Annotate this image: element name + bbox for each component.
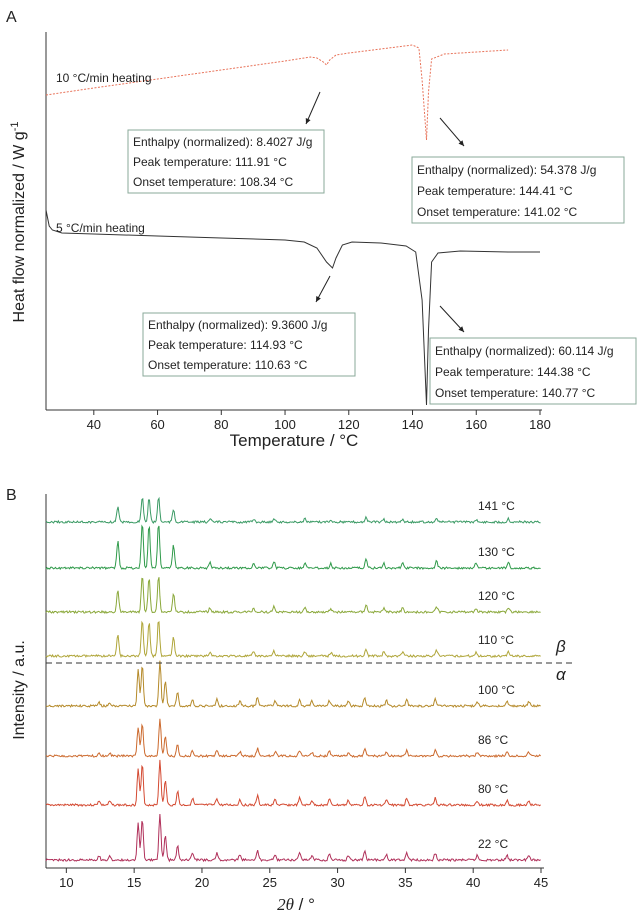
panel-b-y-label: Intensity / a.u. [11,640,28,740]
x-tick-label: 25 [263,875,277,890]
panel-b-series [45,496,541,863]
x-tick-label: 140 [402,417,424,432]
x-tick-label: 80 [214,417,228,432]
temperature-label: 80 °C [478,782,508,796]
x-tick-label: 30 [330,875,344,890]
x-tick-label: 180 [529,417,551,432]
panel-a-y-label: Heat flow normalized / W g-1 [9,122,28,323]
annotation-peak-temp: Peak temperature: 114.93 °C [148,338,303,352]
temperature-label: 86 °C [478,733,508,747]
annotation-arrow [439,305,465,333]
annotation-box-10c-peak2: Enthalpy (normalized): 54.378 J/g Peak t… [411,156,625,224]
x-tick-label: 45 [534,875,548,890]
annotation-onset-temp: Onset temperature: 140.77 °C [435,386,596,400]
temperature-label: 100 °C [478,683,515,697]
xrd-pattern-0 [45,496,541,525]
temperature-label: 120 °C [478,589,515,603]
beta-phase-label: β [555,637,566,656]
series-label-5c: 5 °C/min heating [56,221,145,235]
annotation-box-5c-peak1: Enthalpy (normalized): 9.3600 J/g Peak t… [142,312,356,377]
annotation-peak-temp: Peak temperature: 144.38 °C [435,365,591,379]
x-tick-label: 15 [127,875,141,890]
panel-b-plot: 10 15 20 25 30 35 40 45 141 °C 130 °C 120 °C 110 °… [11,494,576,914]
annotation-peak-temp: Peak temperature: 144.41 °C [417,184,573,198]
panel-a-y-label-superscript: -1 [9,122,21,132]
panel-a-y-label-text: Heat flow normalized / W g [11,131,28,322]
xrd-pattern-2 [45,577,541,615]
x-tick-label: 160 [465,417,487,432]
panel-a-arrows [305,91,465,333]
annotation-peak-temp: Peak temperature: 111.91 °C [133,155,287,169]
annotation-onset-temp: Onset temperature: 110.63 °C [148,358,308,372]
annotation-onset-temp: Onset temperature: 108.34 °C [133,175,294,189]
panel-a-letter: A [6,9,17,26]
x-tick-label: 20 [195,875,209,890]
annotation-enthalpy: Enthalpy (normalized): 54.378 J/g [417,163,596,177]
series-line-1 [45,209,540,406]
panel-b-x-label-symbol: 2θ [277,895,294,914]
annotation-arrow [305,91,321,125]
x-tick-label: 60 [150,417,164,432]
annotation-box-5c-peak2: Enthalpy (normalized): 60.114 J/g Peak t… [429,337,637,405]
annotation-enthalpy: Enthalpy (normalized): 9.3600 J/g [148,318,327,332]
xrd-pattern-3 [45,620,541,659]
series-line-0 [45,44,509,141]
annotation-onset-temp: Onset temperature: 141.02 °C [417,205,578,219]
panel-a-x-label: Temperature / °C [230,431,359,450]
x-tick-label: 35 [398,875,412,890]
series-label-10c: 10 °C/min heating [56,71,152,85]
x-tick-label: 100 [274,417,296,432]
annotation-box-10c-peak1: Enthalpy (normalized): 8.4027 J/g Peak t… [127,129,325,194]
panel-a-x-ticks: 40 60 80 100 120 140 160 180 [87,410,551,432]
x-tick-label: 40 [87,417,101,432]
annotation-enthalpy: Enthalpy (normalized): 8.4027 J/g [133,135,312,149]
annotation-arrow [439,117,465,147]
annotation-arrowhead [305,118,311,124]
x-tick-label: 120 [338,417,360,432]
annotation-arrowhead [458,326,464,332]
alpha-phase-label: α [556,665,567,684]
x-tick-label: 10 [59,875,73,890]
xrd-pattern-4 [45,660,541,709]
xrd-pattern-6 [45,759,541,808]
panel-a-series [45,44,540,406]
xrd-pattern-1 [45,524,541,571]
temperature-label: 130 °C [478,545,515,559]
annotation-arrowhead [458,140,464,146]
x-tick-label: 40 [466,875,480,890]
temperature-label: 22 °C [478,837,508,851]
panel-b-x-label: 2θ / ° [277,895,315,914]
xrd-pattern-7 [45,813,541,863]
panel-b-letter: B [6,487,17,504]
panel-b-series-labels: 141 °C 130 °C 120 °C 110 °C 100 °C 86 °C 80 °C… [478,499,515,851]
panel-a-plot: 40 60 80 100 120 140 160 180 10 °C/min heating … [9,32,637,450]
annotation-arrowhead [316,296,321,302]
panel-b-x-ticks: 10 15 20 25 30 35 40 45 [59,868,548,890]
panel-b-x-label-unit: / ° [294,895,315,914]
annotation-enthalpy: Enthalpy (normalized): 60.114 J/g [435,344,614,358]
temperature-label: 110 °C [478,633,514,647]
xrd-pattern-5 [45,718,541,759]
temperature-label: 141 °C [478,499,515,513]
